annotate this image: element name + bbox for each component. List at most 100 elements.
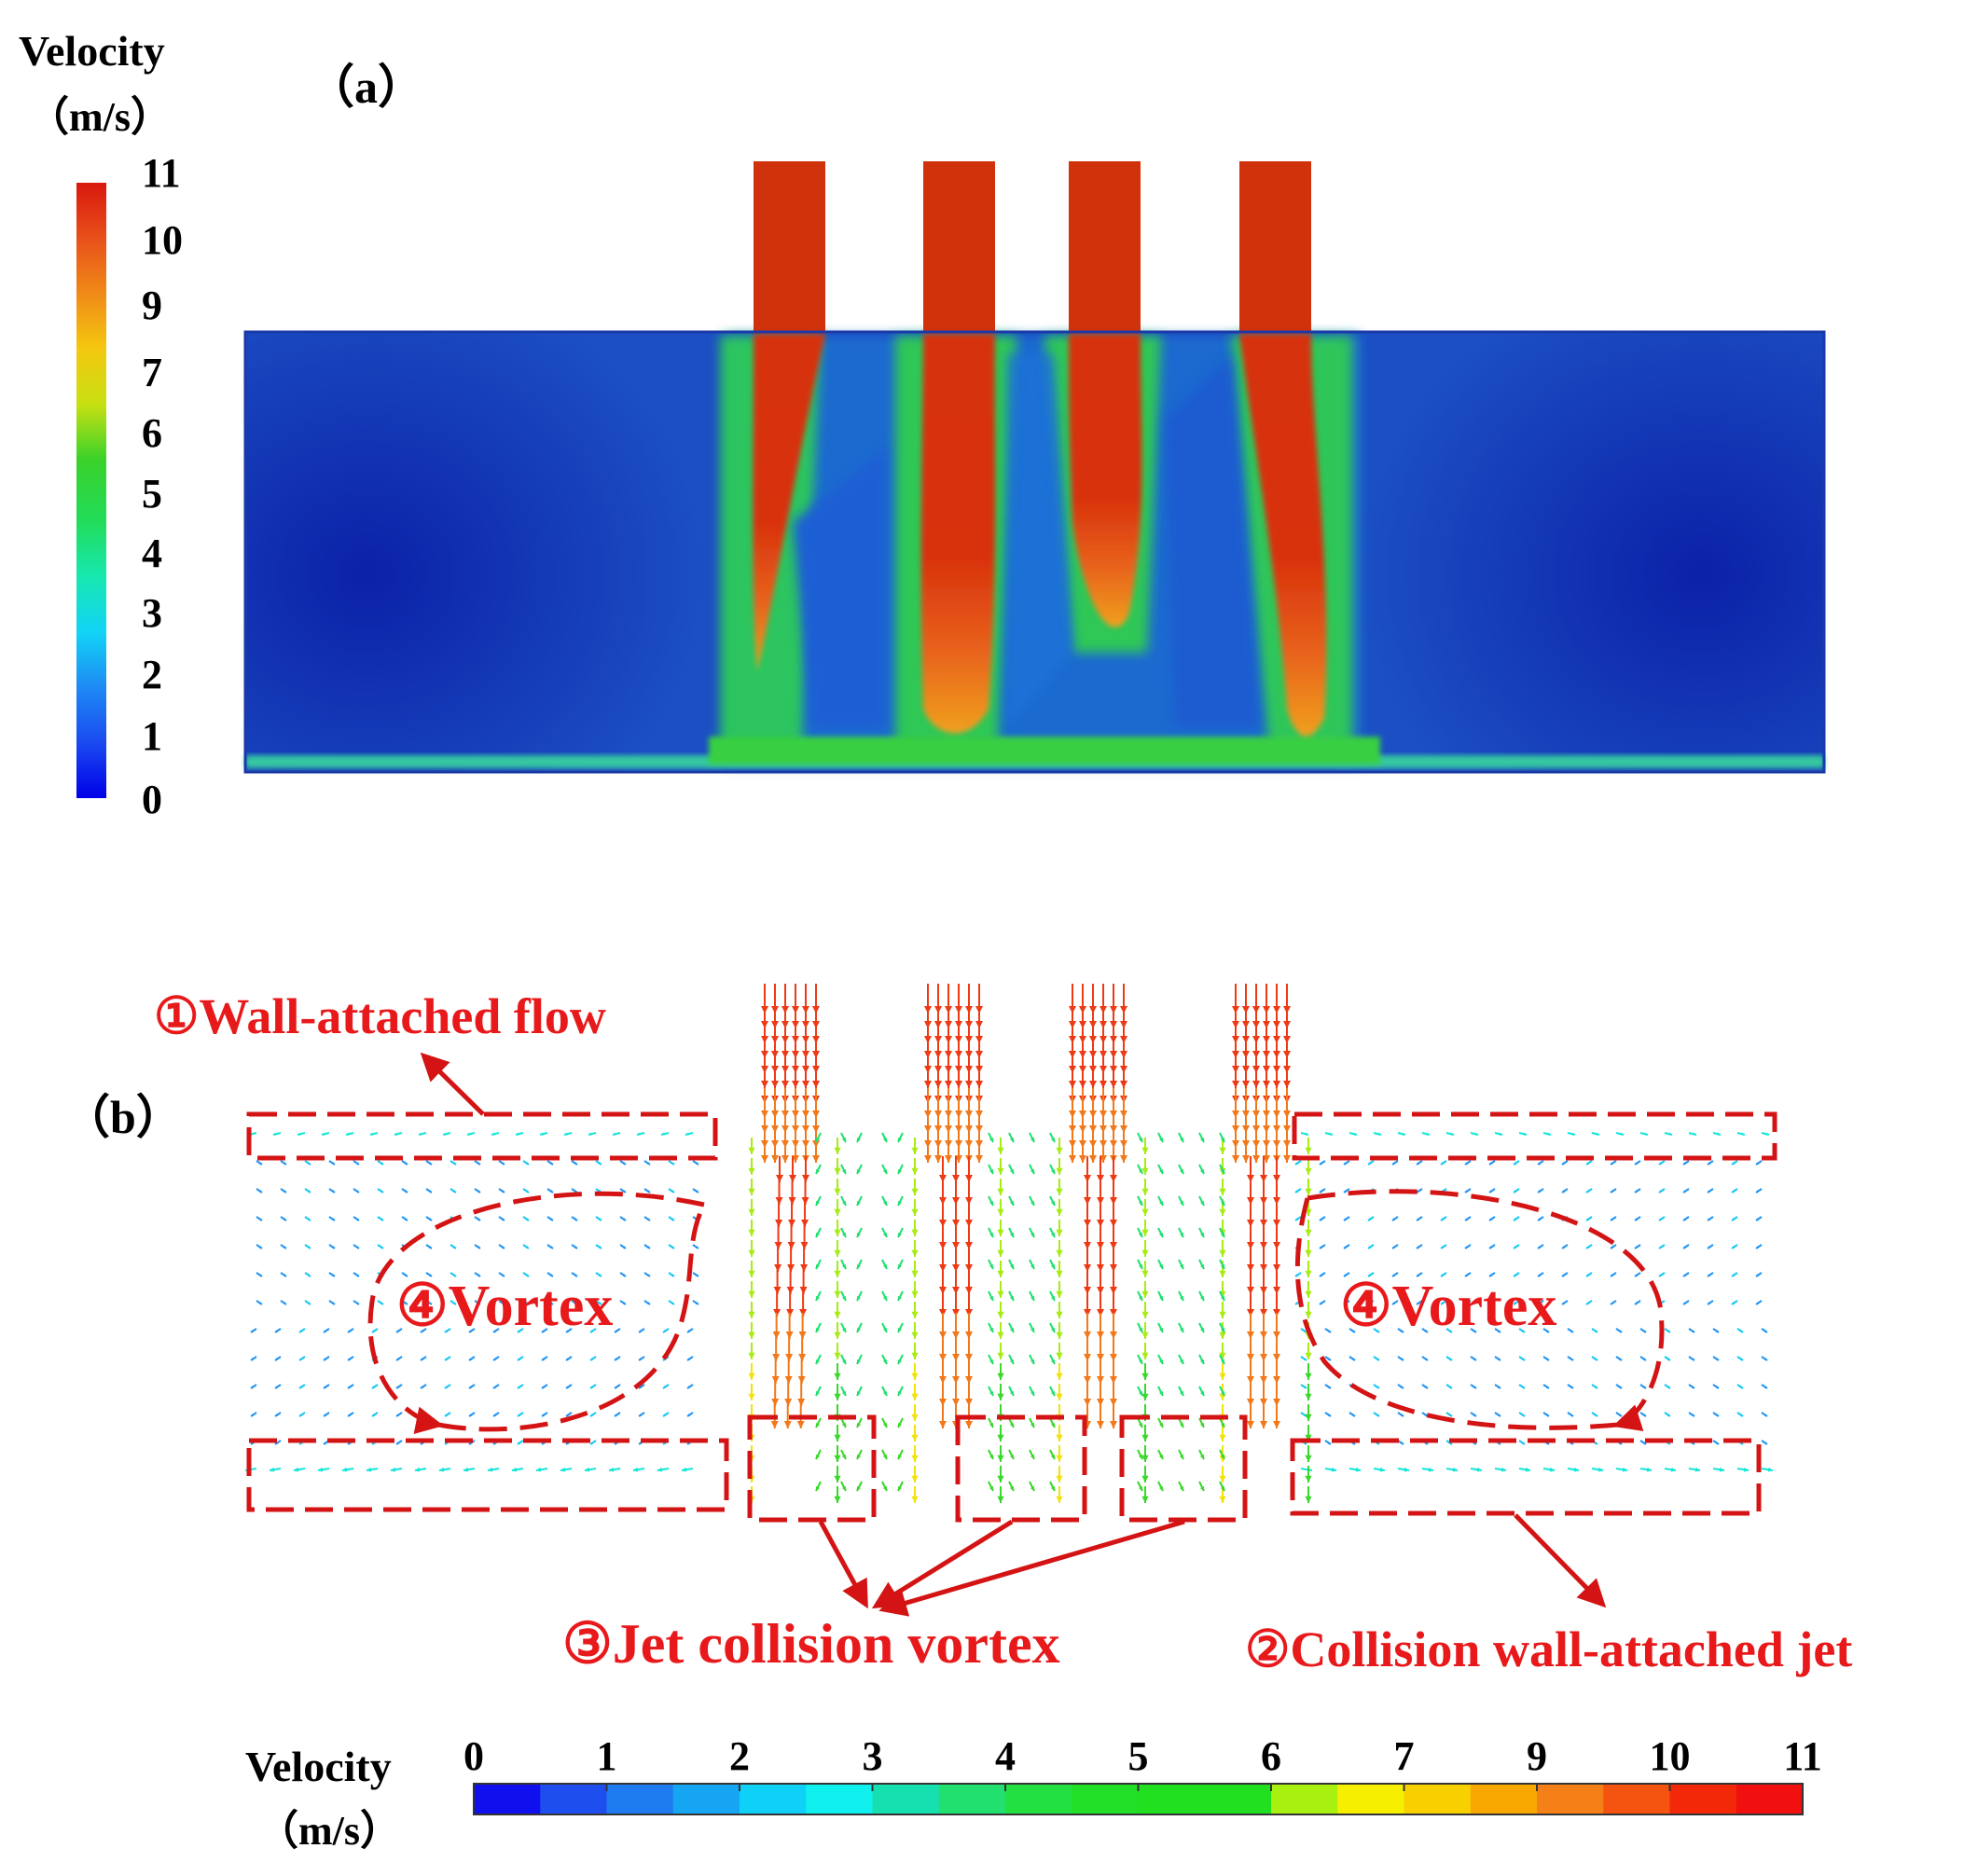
velocity-vector-head	[671, 1274, 674, 1276]
velocity-vector-head	[1200, 1486, 1204, 1491]
velocity-vector-head	[477, 1246, 480, 1248]
colorbar-b-segment	[1138, 1784, 1206, 1814]
velocity-vector-head	[1562, 1246, 1566, 1248]
velocity-vector-head	[1402, 1132, 1405, 1136]
velocity-vector-head	[898, 1233, 902, 1237]
velocity-vector-head	[324, 1330, 327, 1332]
velocity-vector-head	[1353, 1132, 1357, 1136]
velocity-vector-head	[1547, 1132, 1551, 1136]
colorbar-a-tick-label: 5	[142, 471, 162, 517]
velocity-vector-head	[297, 1132, 301, 1136]
velocity-vector-head	[1030, 1423, 1034, 1428]
velocity-vector-head	[695, 1274, 698, 1276]
velocity-vector-head	[816, 1359, 820, 1364]
velocity-vector-head	[324, 1358, 327, 1360]
velocity-vector-head	[1200, 1264, 1204, 1269]
velocity-vector-head	[1051, 1296, 1055, 1301]
velocity-vector-head	[663, 1386, 667, 1388]
colorbar-b-segment	[1736, 1784, 1804, 1814]
velocity-vector-head	[1056, 1270, 1063, 1277]
velocity-vector-head	[989, 1264, 993, 1269]
velocity-vector-head	[1141, 1434, 1149, 1441]
velocity-vector-head	[1428, 1467, 1433, 1472]
velocity-vector-head	[1219, 1475, 1226, 1483]
velocity-vector-head	[294, 1467, 299, 1472]
velocity-vector-head	[1570, 1414, 1573, 1416]
velocity-vector-head	[1562, 1302, 1566, 1304]
velocity-vector-head	[748, 1373, 755, 1380]
velocity-vector-head	[748, 1393, 755, 1400]
velocity-vector-head	[615, 1414, 618, 1416]
velocity-vector-head	[834, 1373, 841, 1380]
velocity-vector-head	[1221, 1138, 1224, 1142]
colorbar-a-tick-label: 11	[142, 150, 181, 196]
velocity-vector-head	[781, 1155, 789, 1163]
velocity-vector-head	[1221, 1296, 1224, 1301]
velocity-vector-head	[348, 1330, 352, 1332]
wall-flow-box-right	[1292, 1111, 1777, 1161]
velocity-vector-head	[671, 1162, 674, 1165]
velocity-vector-head	[1473, 1386, 1476, 1388]
velocity-vector-head	[1141, 1167, 1149, 1175]
velocity-vector-head	[911, 1475, 919, 1483]
velocity-vector-head	[1611, 1162, 1614, 1165]
velocity-vector-head	[997, 1147, 1004, 1154]
colorbar-a-unit: （m/s）	[28, 94, 172, 140]
velocity-vector-head	[469, 1358, 473, 1360]
velocity-vector-head	[661, 1132, 665, 1136]
velocity-vector-head	[1303, 1330, 1307, 1332]
velocity-vector-head	[1221, 1169, 1224, 1174]
velocity-vector-head	[439, 1467, 445, 1472]
velocity-vector-head	[1667, 1386, 1670, 1388]
velocity-vector-head	[761, 1155, 768, 1163]
velocity-vector-head	[331, 1162, 335, 1165]
velocity-vector-head	[1305, 1496, 1312, 1503]
velocity-vector-head	[911, 1270, 919, 1277]
jet-4	[1239, 334, 1327, 737]
velocity-vector-head	[939, 1421, 947, 1428]
velocity-vector-head	[1305, 1373, 1312, 1380]
velocity-vector-head	[1448, 1358, 1452, 1360]
velocity-vector-head	[1219, 1270, 1226, 1277]
velocity-vector-head	[816, 1201, 820, 1206]
velocity-vector-head	[1010, 1359, 1014, 1364]
velocity-vector-head	[1756, 1246, 1760, 1248]
colorbar-b-segment	[1337, 1784, 1404, 1814]
velocity-vector-head	[1139, 1233, 1142, 1237]
velocity-vector-head	[1030, 1486, 1034, 1491]
velocity-vector-head	[1497, 1330, 1501, 1332]
velocity-vector-head	[318, 1467, 324, 1472]
velocity-vector-head	[452, 1302, 456, 1304]
velocity-vector-head	[1030, 1233, 1034, 1237]
velocity-vector-head	[1141, 1455, 1149, 1462]
velocity-vector-head	[1521, 1358, 1525, 1360]
velocity-vector-head	[1051, 1486, 1055, 1491]
velocity-vector-head	[1538, 1190, 1542, 1193]
velocity-vector-head	[1351, 1441, 1355, 1444]
velocity-vector-head	[1295, 1218, 1299, 1221]
velocity-vector-head	[1051, 1264, 1055, 1269]
velocity-vector-head	[1465, 1246, 1469, 1248]
velocity-vector-head	[911, 1229, 919, 1236]
velocity-vector-head	[997, 1434, 1004, 1441]
velocity-vector-head	[1424, 1358, 1428, 1360]
colorbar-b	[473, 1783, 1804, 1815]
velocity-vector-head	[646, 1274, 650, 1276]
velocity-vector-head	[598, 1162, 602, 1165]
velocity-vector-head	[1644, 1132, 1648, 1136]
velocity-vector-head	[965, 1421, 973, 1428]
velocity-vector-head	[1611, 1274, 1614, 1276]
velocity-vector-head	[1596, 1132, 1599, 1136]
velocity-vector-head	[1056, 1393, 1063, 1400]
velocity-vector-head	[637, 1132, 641, 1136]
velocity-vector-head	[542, 1330, 546, 1332]
velocity-vector-head	[1476, 1467, 1482, 1472]
velocity-vector-head	[493, 1414, 497, 1416]
velocity-vector-head	[1376, 1414, 1379, 1416]
velocity-vector-head	[1141, 1229, 1149, 1236]
velocity-vector-head	[857, 1359, 861, 1364]
velocity-vector-head	[1247, 1421, 1254, 1428]
velocity-vector-head	[1756, 1218, 1760, 1221]
velocity-vector-head	[1611, 1246, 1614, 1248]
velocity-vector-head	[518, 1414, 521, 1416]
